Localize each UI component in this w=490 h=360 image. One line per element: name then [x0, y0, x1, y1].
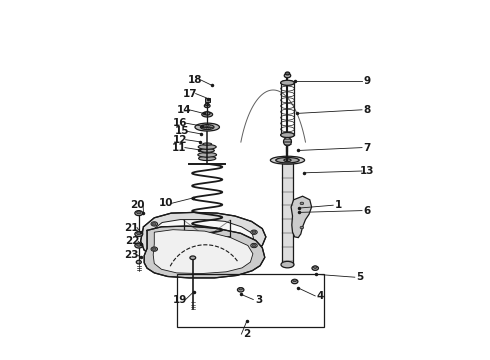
Polygon shape	[153, 230, 253, 274]
Text: 7: 7	[364, 143, 371, 153]
Ellipse shape	[203, 155, 212, 157]
Ellipse shape	[284, 138, 292, 146]
Ellipse shape	[137, 211, 141, 214]
Polygon shape	[151, 220, 254, 255]
Ellipse shape	[200, 149, 215, 152]
Text: 10: 10	[159, 198, 173, 208]
Ellipse shape	[203, 143, 212, 145]
Ellipse shape	[135, 231, 143, 237]
Bar	[205, 98, 210, 102]
Ellipse shape	[204, 104, 210, 108]
Ellipse shape	[252, 244, 256, 247]
Ellipse shape	[204, 112, 210, 115]
Ellipse shape	[312, 266, 318, 270]
Text: 8: 8	[364, 105, 371, 115]
Text: 19: 19	[173, 294, 187, 305]
Polygon shape	[291, 196, 312, 238]
Ellipse shape	[202, 112, 213, 117]
Ellipse shape	[137, 243, 141, 246]
Ellipse shape	[284, 159, 291, 162]
Ellipse shape	[200, 125, 214, 130]
Ellipse shape	[281, 132, 294, 138]
Ellipse shape	[285, 72, 290, 75]
Ellipse shape	[292, 279, 298, 284]
Ellipse shape	[202, 151, 212, 153]
Text: 15: 15	[175, 126, 189, 136]
Ellipse shape	[152, 248, 156, 251]
Ellipse shape	[239, 287, 243, 290]
Ellipse shape	[151, 222, 157, 226]
Polygon shape	[141, 212, 266, 261]
Ellipse shape	[135, 211, 143, 216]
Ellipse shape	[300, 226, 304, 229]
Text: 13: 13	[360, 166, 375, 176]
Polygon shape	[144, 226, 265, 278]
Ellipse shape	[190, 256, 196, 260]
Text: 20: 20	[130, 200, 145, 210]
Ellipse shape	[137, 232, 141, 235]
Ellipse shape	[281, 80, 294, 85]
Ellipse shape	[276, 158, 299, 163]
Text: 5: 5	[357, 272, 364, 282]
Text: 23: 23	[124, 250, 139, 260]
Ellipse shape	[314, 266, 317, 269]
Bar	[282, 160, 293, 265]
Ellipse shape	[135, 243, 143, 248]
Bar	[176, 274, 324, 327]
Ellipse shape	[198, 156, 216, 161]
Text: 1: 1	[335, 200, 342, 210]
Text: 22: 22	[125, 236, 140, 246]
Ellipse shape	[136, 260, 141, 264]
Ellipse shape	[204, 148, 211, 149]
Ellipse shape	[238, 288, 244, 292]
Ellipse shape	[251, 230, 257, 234]
Ellipse shape	[300, 202, 304, 204]
Ellipse shape	[251, 243, 257, 248]
Text: 16: 16	[173, 118, 188, 128]
Text: 11: 11	[172, 143, 187, 153]
Text: 17: 17	[183, 89, 197, 99]
Text: 9: 9	[364, 76, 371, 86]
Text: 21: 21	[124, 222, 139, 233]
Ellipse shape	[198, 153, 217, 157]
Text: 6: 6	[364, 206, 371, 216]
Ellipse shape	[284, 73, 291, 78]
Ellipse shape	[270, 156, 305, 164]
Ellipse shape	[205, 103, 209, 106]
Text: 2: 2	[243, 329, 250, 339]
Ellipse shape	[281, 261, 294, 268]
Text: 14: 14	[176, 105, 191, 115]
Text: 12: 12	[173, 135, 188, 145]
Ellipse shape	[293, 279, 296, 282]
Ellipse shape	[151, 247, 157, 251]
Ellipse shape	[152, 222, 156, 225]
Ellipse shape	[195, 123, 220, 131]
Ellipse shape	[198, 145, 216, 149]
Ellipse shape	[252, 231, 256, 234]
Text: 4: 4	[317, 291, 324, 301]
Text: 18: 18	[188, 75, 202, 85]
Text: 3: 3	[255, 294, 262, 305]
